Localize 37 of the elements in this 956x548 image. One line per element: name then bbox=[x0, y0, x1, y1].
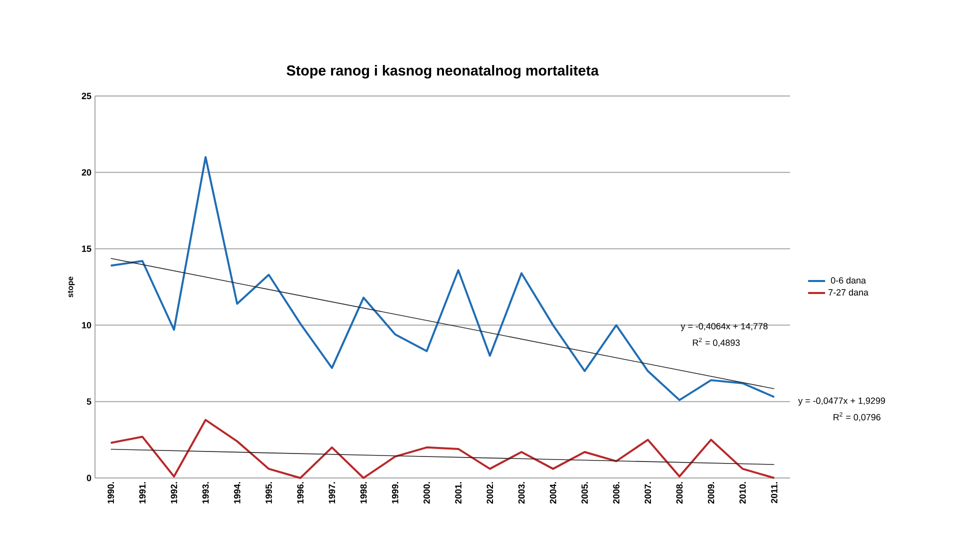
x-tick-label: 2003. bbox=[518, 482, 525, 504]
x-tick-label: 1994. bbox=[234, 482, 240, 504]
text: R$^{2}$ = 0,0796 bbox=[834, 412, 880, 422]
x-tick-label: 1990. bbox=[108, 482, 114, 504]
y-tick-label: 25 bbox=[82, 92, 92, 100]
y-tick-label: 5 bbox=[86, 398, 92, 405]
x-tick-label: 1993. bbox=[202, 482, 209, 504]
annotation: R$^{2}$ = 0,4893 bbox=[692, 338, 740, 347]
y-tick-label: 20 bbox=[82, 169, 92, 176]
text: y = -0,0477x + 1,9299 bbox=[798, 398, 885, 406]
x-tick-label: 2008. bbox=[676, 482, 683, 504]
x-tick-label: 2000. bbox=[424, 482, 430, 504]
x-tick-label: 2010. bbox=[739, 482, 746, 504]
line-series bbox=[110, 156, 776, 402]
y-tick-label: 0 bbox=[86, 474, 92, 482]
chart-title: Stope ranog i kasnog neonatalnog mortaliteta bbox=[286, 65, 599, 78]
x-tick-label: 1995. bbox=[266, 482, 272, 504]
x-tick-label: 2011. bbox=[771, 482, 778, 504]
x-tick-label: 1991. bbox=[139, 482, 146, 504]
x-tick-label: 1999. bbox=[392, 482, 398, 504]
x-tick-label: 2001. bbox=[455, 482, 462, 504]
legend-label: 0-6 dana bbox=[830, 277, 866, 284]
x-tick-label: 1996. bbox=[297, 482, 304, 504]
annotation: y = -0,4064x + 14,778 bbox=[680, 323, 768, 332]
x-tick-label: 1992. bbox=[170, 482, 178, 504]
y-tick-label: 15 bbox=[82, 246, 92, 252]
y-tick-label: 10 bbox=[82, 322, 92, 328]
x-tick-label: 2009. bbox=[708, 482, 714, 504]
x-tick-label: 1997. bbox=[328, 482, 336, 504]
line-series bbox=[110, 418, 776, 479]
x-tick-label: 2006. bbox=[613, 482, 620, 504]
x-tick-label: 2004. bbox=[550, 482, 556, 504]
x-tick-label: 2005. bbox=[581, 482, 588, 504]
x-tick-label: 2002. bbox=[486, 482, 494, 504]
x-tick-label: 2007. bbox=[644, 482, 652, 504]
x-tick-label: 1998. bbox=[360, 482, 367, 504]
legend-label: 7-27 dana bbox=[828, 288, 868, 296]
